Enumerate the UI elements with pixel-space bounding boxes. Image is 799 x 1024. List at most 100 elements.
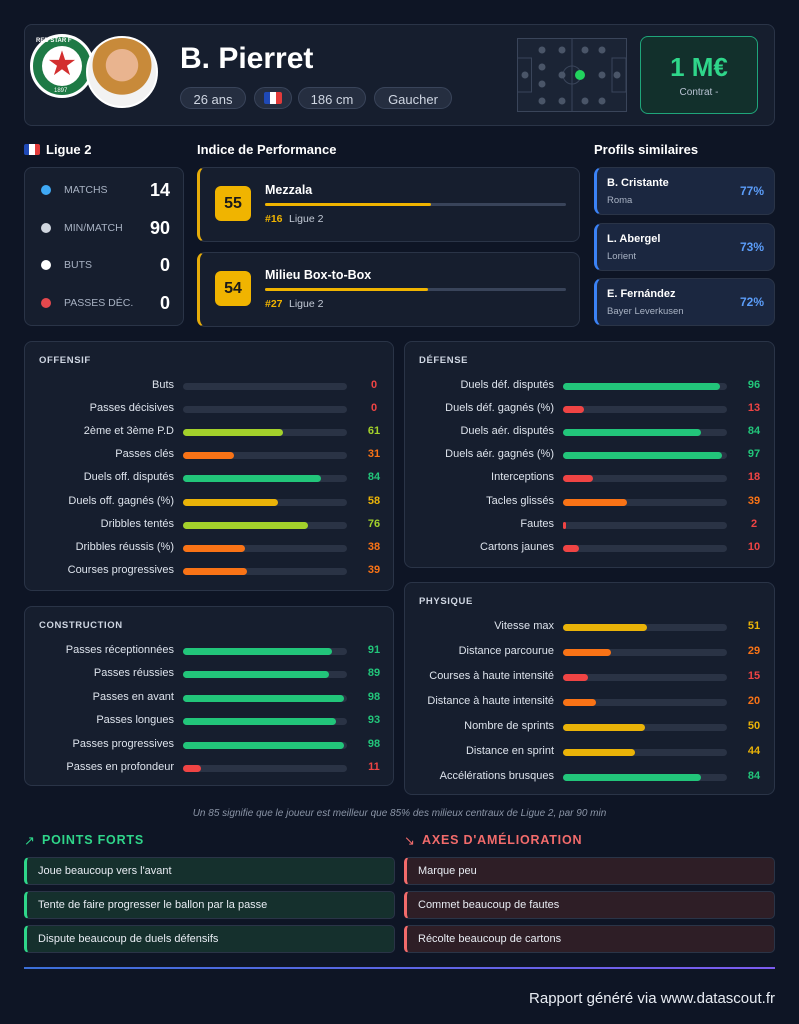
section-title: OFFENSIF (39, 355, 91, 366)
metric-bar (563, 699, 596, 706)
metric-bar (183, 765, 202, 772)
club-star: ★ (46, 45, 78, 83)
score-tile (215, 186, 251, 221)
role-score: 54 (224, 280, 242, 297)
metric-label: Buts (151, 379, 174, 391)
metric-label: Passes longues (96, 714, 174, 727)
role-bar (265, 203, 431, 206)
metric-label: Duels aér. gagnés (%) (445, 448, 554, 461)
metric-value: 29 (747, 645, 761, 657)
metric-track (183, 544, 347, 552)
metric-value: 84 (367, 471, 381, 484)
metric-bar (563, 429, 701, 437)
metric-label: Passes réceptionnées (65, 644, 174, 656)
stat-value: 0 (159, 292, 170, 313)
similar-match: 72% (739, 295, 764, 309)
stat-label: PASSES DÉC. (64, 296, 134, 309)
metric-label: Duels déf. gagnés (%) (445, 402, 554, 415)
similar-card (594, 167, 775, 215)
stat-icon (41, 222, 51, 233)
metric-label: Dribbles réussis (%) (75, 540, 174, 553)
metric-bar (563, 521, 567, 529)
metric-value: 13 (747, 402, 761, 415)
flag-stripe (34, 144, 40, 155)
stat-value: 14 (149, 180, 170, 200)
flag-fr (24, 144, 40, 155)
metric-bar (563, 452, 723, 460)
metric-value: 98 (367, 690, 381, 703)
role-score: 55 (224, 195, 242, 212)
metric-track (563, 674, 727, 681)
formation-pitch (517, 38, 627, 112)
metric-bar (563, 544, 580, 552)
similar-name: L. Abergel (607, 232, 661, 245)
role-name: Milieu Box-to-Box (265, 268, 372, 282)
metric-label: Duels aér. disputés (460, 425, 554, 438)
metric-track (183, 406, 347, 414)
metric-value: 97 (747, 448, 761, 461)
section-title: CONSTRUCTION (39, 620, 123, 631)
metric-track (563, 699, 727, 706)
list-text: Joue beaucoup vers l'avant (38, 865, 172, 877)
list-text: Récolte beaucoup de cartons (418, 933, 562, 945)
flag-stripe (264, 92, 270, 104)
similar-card (594, 278, 775, 326)
metric-bar (183, 498, 279, 506)
divider (24, 967, 775, 969)
metric-label: Passes décisives (89, 402, 174, 415)
metric-value: 91 (367, 644, 381, 656)
metric-bar (183, 521, 308, 529)
list-text: Commet beaucoup de fautes (418, 899, 560, 911)
section-title: DÉFENSE (419, 355, 469, 366)
metric-track (563, 724, 727, 731)
metric-label: Passes réussies (93, 667, 174, 680)
metric-value: 58 (367, 494, 381, 507)
list-icon: ↘ (404, 833, 415, 848)
metric-label: Courses progressives (67, 563, 174, 576)
role-league: Ligue 2 (289, 298, 324, 310)
role-rank: #16 (265, 213, 283, 225)
flag-stripe (24, 144, 30, 155)
list-item (404, 925, 775, 953)
metric-label: Dribbles tentés (100, 517, 174, 530)
score-tile (215, 271, 251, 306)
list-text: Tente de faire progresser le ballon par … (38, 899, 268, 911)
metric-bar (563, 749, 636, 756)
metric-track (183, 383, 347, 390)
stat-value: 0 (159, 255, 170, 275)
value-box (640, 36, 758, 114)
metric-track (563, 521, 727, 529)
metric-value: 44 (747, 745, 761, 757)
metric-label: Courses à haute intensité (429, 670, 554, 682)
stat-label: MATCHS (64, 184, 108, 196)
metric-bar (183, 475, 321, 483)
similar-match: 73% (739, 239, 764, 254)
metric-value: 51 (747, 620, 761, 632)
metric-value: 18 (747, 471, 761, 484)
market-value: 1 M€ (670, 52, 728, 82)
metric-value: 20 (747, 695, 761, 707)
stat-icon (41, 185, 51, 195)
flag-stripe (29, 144, 35, 155)
list-item (24, 891, 395, 919)
metric-label: Duels déf. disputés (460, 379, 554, 391)
metric-value: 89 (367, 667, 381, 680)
metric-label: Tacles glissés (486, 494, 554, 507)
flag-stripe (276, 92, 282, 104)
metric-label: Passes clés (115, 448, 174, 461)
metric-label: Passes en avant (92, 690, 174, 703)
footer: Rapport généré via www.datascout.fr (529, 990, 775, 1007)
league-name: Ligue 2 (46, 142, 92, 157)
metric-label: Vitesse max (494, 620, 554, 632)
performance-title: Indice de Performance (197, 142, 337, 157)
metric-track (183, 452, 347, 460)
info-pill (374, 87, 452, 109)
role-bar (265, 288, 428, 291)
role-rank: #27 (265, 298, 283, 310)
similar-card (594, 222, 775, 271)
metric-label: Distance parcourue (458, 645, 554, 657)
stat-label: MIN/MATCH (64, 221, 123, 234)
section-card (24, 341, 394, 591)
info-pill (180, 87, 246, 109)
